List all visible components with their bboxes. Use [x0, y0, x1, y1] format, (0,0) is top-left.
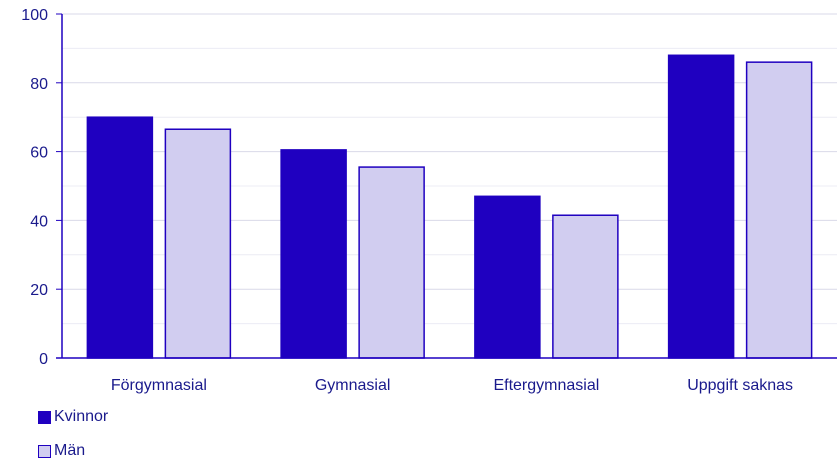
x-category-label-3: Uppgift saknas: [687, 377, 793, 394]
y-tick-label-40: 40: [30, 213, 48, 230]
bar-mn-3: [745, 61, 813, 359]
x-axis-category-labels: Förgymnasial Gymnasial Eftergymnasial Uppgi…: [111, 377, 793, 394]
legend-label-man: Män: [54, 442, 86, 459]
legend-item-kvinnor: Kvinnor: [38, 408, 108, 426]
y-tick-label-80: 80: [30, 76, 48, 93]
x-category-label-0: Förgymnasial: [111, 377, 207, 394]
bar-chart: 0 20 40 60 80 100 Förgymnasial Gymnasial Efterg…: [21, 7, 837, 394]
legend-swatch-kvinnor: [38, 410, 51, 424]
y-tick-label-100: 100: [21, 7, 48, 24]
x-category-label-2: Eftergymnasial: [493, 377, 599, 394]
y-tick-label-60: 60: [30, 145, 48, 162]
legend-item-man: Män: [38, 442, 85, 460]
legend-label-kvinnor: Kvinnor: [54, 408, 109, 425]
bar-kvinnor-3: [667, 54, 735, 359]
y-axis-tick-labels: 0 20 40 60 80 100: [21, 7, 48, 368]
bar-kvinnor-2: [474, 195, 541, 359]
bar-mn-2: [552, 214, 619, 359]
bar-kvinnor-1: [280, 149, 347, 359]
bar-mn-1: [358, 166, 425, 359]
bar-kvinnor-0: [86, 116, 154, 359]
y-tick-label-0: 0: [39, 351, 48, 368]
x-category-label-1: Gymnasial: [315, 377, 391, 394]
legend-swatch-man: [38, 444, 51, 458]
bars: [86, 54, 813, 359]
bar-mn-0: [164, 128, 232, 359]
axes: [56, 14, 837, 359]
y-tick-label-20: 20: [30, 282, 48, 299]
